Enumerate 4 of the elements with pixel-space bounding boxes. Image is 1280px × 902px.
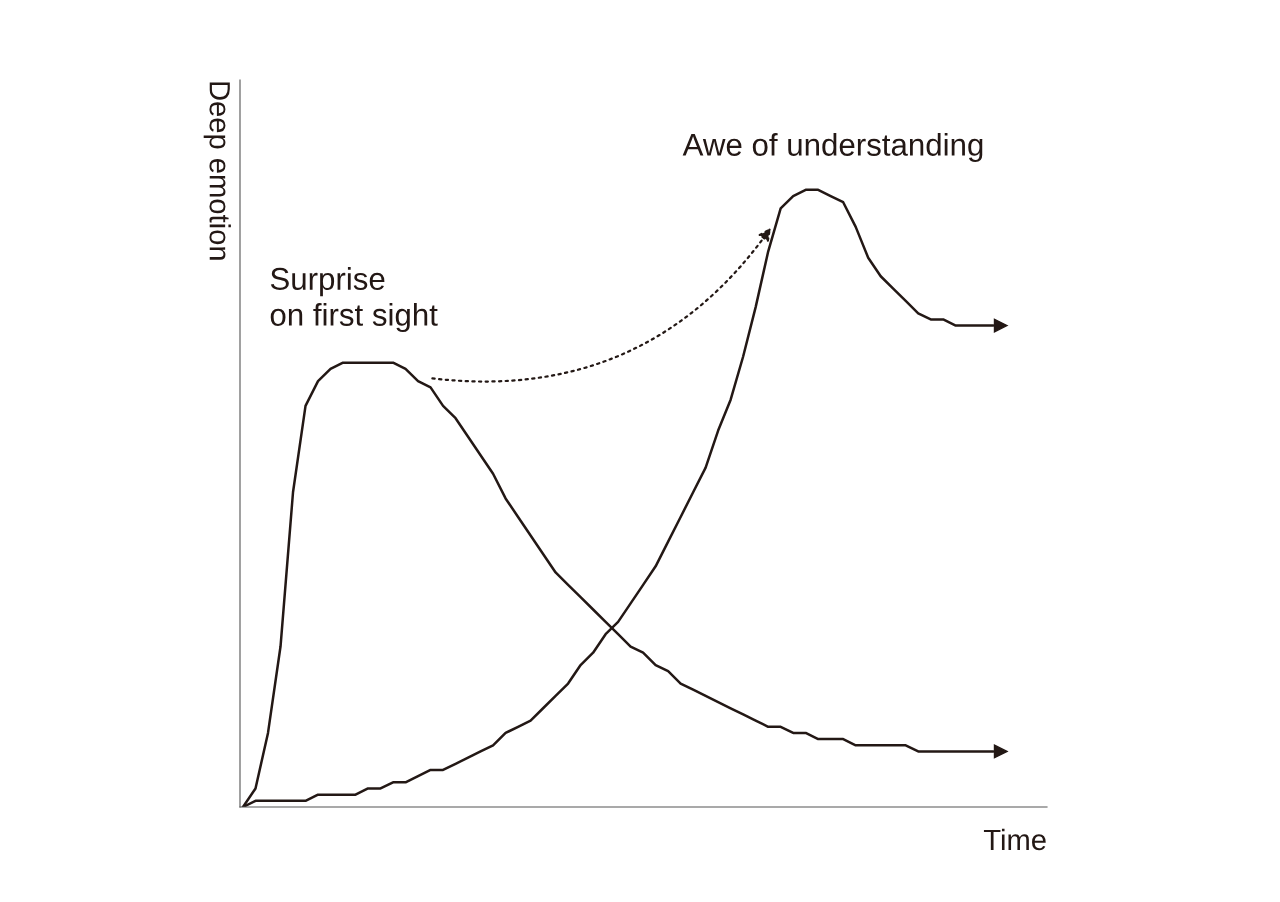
series-label: Awe of understanding (682, 132, 983, 163)
x-axis-title: Time (983, 828, 1046, 851)
y-axis-title: Deep emotion (203, 82, 231, 260)
series-label: Surprise on first sight (270, 267, 438, 333)
